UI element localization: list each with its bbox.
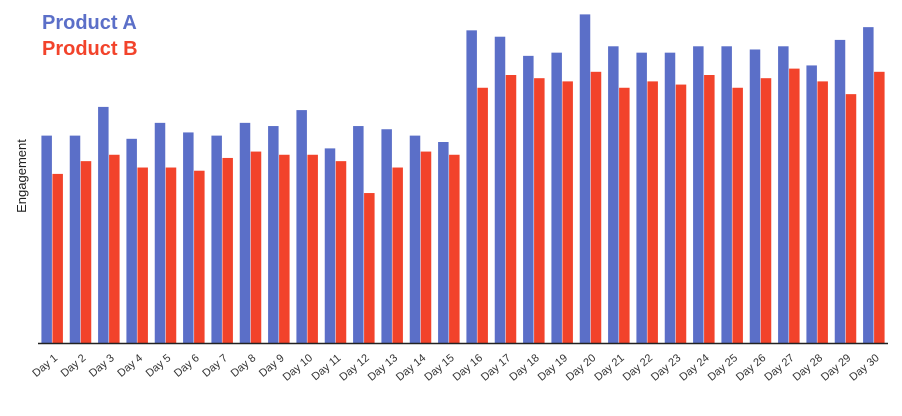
x-tick-label-day-13: Day 13 bbox=[366, 352, 400, 384]
bar-product-b-day-11 bbox=[335, 161, 347, 343]
bar-product-a-day-13 bbox=[381, 129, 392, 343]
bar-product-b-day-4 bbox=[137, 167, 148, 343]
bars-group bbox=[41, 14, 885, 344]
bar-product-b-day-28 bbox=[817, 81, 828, 343]
x-tick-label-day-16: Day 16 bbox=[451, 352, 485, 384]
x-tick-label-day-20: Day 20 bbox=[564, 352, 598, 384]
legend: Product A Product B bbox=[42, 10, 138, 62]
bar-product-a-day-27 bbox=[778, 46, 789, 344]
bar-product-a-day-20 bbox=[579, 14, 591, 344]
bar-product-a-day-30 bbox=[863, 27, 874, 344]
bar-product-b-day-24 bbox=[704, 75, 715, 343]
bar-product-b-day-25 bbox=[732, 87, 743, 343]
x-tick-label-day-23: Day 23 bbox=[649, 352, 683, 384]
bar-product-b-day-26 bbox=[760, 78, 772, 343]
x-tick-label-day-2: Day 2 bbox=[59, 352, 89, 380]
bar-product-a-day-11 bbox=[324, 148, 336, 343]
bar-product-a-day-16 bbox=[466, 30, 477, 343]
x-tick-label-day-1: Day 1 bbox=[30, 352, 60, 380]
bar-product-a-day-7 bbox=[211, 135, 222, 343]
bar-product-b-day-15 bbox=[449, 154, 460, 343]
x-tick-label-day-22: Day 22 bbox=[621, 352, 655, 384]
bar-product-a-day-14 bbox=[409, 135, 421, 343]
bar-product-b-day-5 bbox=[165, 167, 177, 343]
bar-product-b-day-18 bbox=[534, 78, 545, 343]
bar-product-a-day-1 bbox=[41, 135, 52, 343]
x-tick-label-day-19: Day 19 bbox=[536, 352, 570, 384]
bar-product-b-day-22 bbox=[647, 81, 658, 343]
x-tick-label-day-28: Day 28 bbox=[791, 352, 825, 384]
bar-product-b-day-2 bbox=[80, 161, 92, 343]
bar-product-a-day-21 bbox=[608, 46, 619, 344]
bar-product-b-day-7 bbox=[222, 157, 233, 343]
bar-product-b-day-29 bbox=[845, 94, 857, 344]
bar-product-a-day-29 bbox=[834, 39, 846, 344]
bar-product-a-day-15 bbox=[438, 142, 449, 343]
bar-product-a-day-4 bbox=[126, 138, 137, 343]
x-tick-label-day-3: Day 3 bbox=[87, 352, 117, 380]
bar-product-b-day-30 bbox=[874, 71, 885, 344]
x-tick-label-day-18: Day 18 bbox=[507, 352, 541, 384]
x-tick-label-day-11: Day 11 bbox=[310, 352, 344, 383]
bar-product-b-day-9 bbox=[279, 154, 290, 343]
bar-product-a-day-23 bbox=[664, 52, 676, 344]
bar-product-a-day-12 bbox=[353, 126, 364, 343]
bar-product-a-day-3 bbox=[98, 106, 109, 344]
legend-item-product-a: Product A bbox=[42, 12, 137, 34]
x-tick-label-day-17: Day 17 bbox=[479, 352, 513, 384]
x-tick-label-day-4: Day 4 bbox=[115, 352, 145, 380]
bar-product-a-day-26 bbox=[749, 49, 761, 343]
bar-product-b-day-10 bbox=[307, 154, 318, 343]
bar-product-a-day-25 bbox=[721, 46, 732, 344]
bar-product-a-day-17 bbox=[494, 36, 506, 343]
bar-product-b-day-1 bbox=[52, 173, 63, 343]
x-tick-label-day-29: Day 29 bbox=[819, 352, 853, 384]
bar-product-a-day-8 bbox=[239, 122, 251, 343]
bar-product-a-day-24 bbox=[693, 46, 704, 344]
bar-product-b-day-12 bbox=[364, 193, 375, 343]
bar-product-b-day-20 bbox=[590, 71, 602, 344]
bar-product-b-day-14 bbox=[420, 151, 432, 343]
bar-product-a-day-2 bbox=[69, 135, 81, 343]
bar-product-b-day-17 bbox=[505, 75, 517, 343]
legend-item-product-b: Product B bbox=[42, 38, 138, 60]
x-tick-label-day-15: Day 15 bbox=[422, 352, 456, 384]
x-tick-label-day-27: Day 27 bbox=[762, 352, 796, 384]
x-tick-label-day-5: Day 5 bbox=[144, 352, 174, 380]
bar-product-b-day-27 bbox=[789, 68, 800, 343]
bar-product-b-day-21 bbox=[619, 87, 630, 343]
bar-product-a-day-22 bbox=[636, 52, 647, 344]
bar-product-a-day-9 bbox=[268, 126, 279, 343]
bar-product-b-day-19 bbox=[562, 81, 573, 343]
bar-product-a-day-6 bbox=[183, 132, 194, 343]
bar-product-b-day-13 bbox=[392, 167, 403, 343]
x-tick-label-day-14: Day 14 bbox=[394, 352, 428, 384]
x-tick-label-day-24: Day 24 bbox=[677, 352, 711, 384]
x-tick-label-day-21: Day 21 bbox=[592, 352, 626, 384]
bar-product-a-day-10 bbox=[296, 110, 307, 343]
bar-product-a-day-19 bbox=[551, 52, 562, 344]
x-tick-label-day-8: Day 8 bbox=[229, 352, 259, 380]
bar-product-b-day-8 bbox=[250, 151, 262, 343]
bar-product-a-day-28 bbox=[806, 65, 817, 343]
bar-product-a-day-18 bbox=[523, 55, 534, 343]
bar-product-a-day-5 bbox=[154, 122, 166, 343]
x-tick-label-day-26: Day 26 bbox=[734, 352, 768, 384]
y-axis-title: Engagement bbox=[14, 139, 29, 213]
x-tick-label-day-30: Day 30 bbox=[847, 352, 881, 384]
bar-product-b-day-23 bbox=[675, 84, 687, 344]
x-tick-label-day-10: Day 10 bbox=[281, 352, 315, 384]
bar-product-b-day-16 bbox=[477, 87, 488, 343]
x-tick-label-day-25: Day 25 bbox=[706, 352, 740, 384]
bar-product-b-day-3 bbox=[109, 154, 120, 343]
x-tick-label-day-12: Day 12 bbox=[337, 352, 371, 384]
x-tick-label-day-6: Day 6 bbox=[172, 352, 202, 380]
x-tick-label-day-7: Day 7 bbox=[200, 352, 230, 380]
bar-product-b-day-6 bbox=[194, 170, 205, 343]
